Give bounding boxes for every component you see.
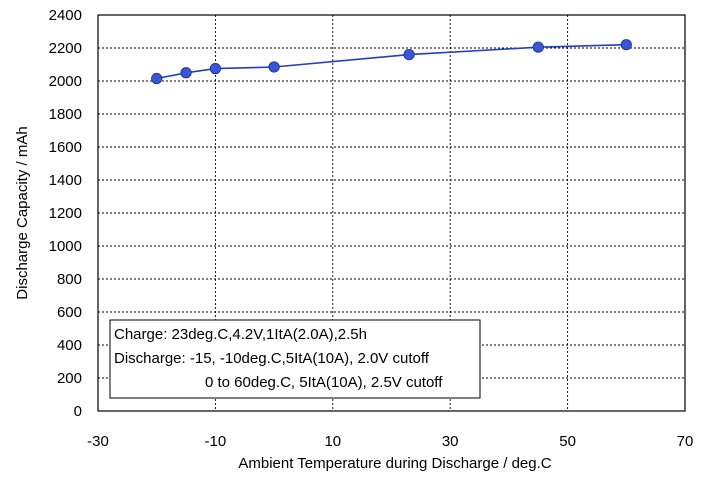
y-tick-label: 2400 bbox=[49, 7, 82, 24]
y-tick-label: 2000 bbox=[49, 73, 82, 90]
series bbox=[151, 39, 632, 85]
data-point bbox=[620, 39, 632, 51]
y-tick-label: 200 bbox=[57, 370, 82, 387]
note-line-discharge-low: Discharge: -15, -10deg.C,5ItA(10A), 2.0V… bbox=[114, 350, 430, 367]
y-tick-label: 1000 bbox=[49, 238, 82, 255]
axis-ticks: 0 200 400 600 800 1000 1200 1400 1600 1800 2000 220… bbox=[49, 7, 694, 450]
x-tick-label: -30 bbox=[87, 433, 109, 450]
y-axis-title: Discharge Capacity / mAh bbox=[14, 126, 31, 299]
y-tick-label: 1200 bbox=[49, 205, 82, 222]
x-tick-label: 50 bbox=[559, 433, 576, 450]
conditions-note: Charge: 23deg.C,4.2V,1ItA(2.0A),2.5h Dis… bbox=[109, 319, 481, 399]
conditions-note-frame bbox=[109, 319, 481, 399]
y-tick-label: 600 bbox=[57, 304, 82, 321]
y-tick-label: 0 bbox=[74, 403, 82, 420]
x-axis-title: Ambient Temperature during Discharge / d… bbox=[238, 455, 551, 472]
data-point bbox=[532, 41, 544, 53]
note-line-discharge-high: 0 to 60deg.C, 5ItA(10A), 2.5V cutoff bbox=[205, 374, 443, 391]
data-point bbox=[268, 61, 280, 73]
y-tick-label: 800 bbox=[57, 271, 82, 288]
y-tick-label: 400 bbox=[57, 337, 82, 354]
plot-frame bbox=[97, 14, 686, 412]
x-tick-label: 10 bbox=[324, 433, 341, 450]
data-point bbox=[209, 63, 221, 75]
note-line-charge: Charge: 23deg.C,4.2V,1ItA(2.0A),2.5h bbox=[114, 326, 367, 343]
y-tick-label: 1600 bbox=[49, 139, 82, 156]
data-point bbox=[403, 48, 415, 61]
data-point bbox=[180, 67, 192, 79]
y-tick-label: 1400 bbox=[49, 172, 82, 189]
y-tick-label: 1800 bbox=[49, 106, 82, 123]
x-tick-label: 30 bbox=[442, 433, 459, 450]
x-tick-label: -10 bbox=[205, 433, 227, 450]
y-tick-label: 2200 bbox=[49, 40, 82, 57]
x-tick-label: 70 bbox=[677, 433, 694, 450]
series-line bbox=[156, 43, 627, 80]
data-point bbox=[151, 72, 163, 85]
